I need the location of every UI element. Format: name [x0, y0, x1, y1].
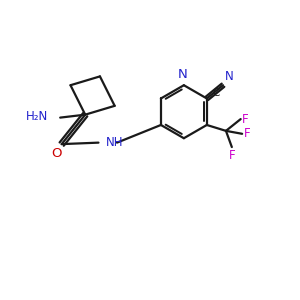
Text: NH: NH — [106, 136, 123, 148]
Text: N: N — [224, 70, 233, 83]
Text: N: N — [178, 68, 187, 81]
Text: F: F — [244, 127, 250, 140]
Text: C: C — [213, 88, 220, 98]
Text: O: O — [51, 147, 62, 160]
Text: F: F — [242, 112, 249, 126]
Text: F: F — [229, 149, 235, 162]
Text: H₂N: H₂N — [26, 110, 48, 123]
